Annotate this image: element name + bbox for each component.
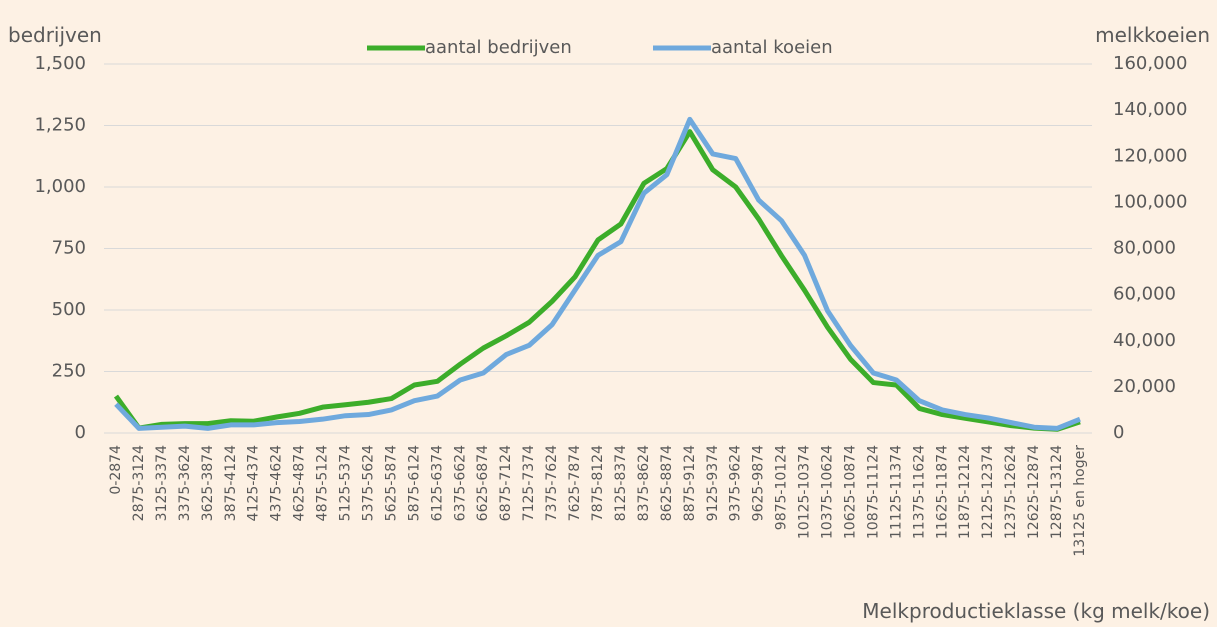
x-tick-label: 9375-9624 <box>728 445 744 521</box>
x-tick-label: 12875-13124 <box>1049 445 1065 539</box>
y-tick-label: 0 <box>75 422 86 443</box>
x-tick-label: 12375-12624 <box>1003 445 1019 539</box>
x-tick-label: 11625-11874 <box>934 445 950 539</box>
x-tick-label: 9625-9874 <box>751 445 767 521</box>
x-tick-label: 7875-8124 <box>590 445 606 521</box>
x-tick-label: 4125-4374 <box>246 445 262 521</box>
y2-tick-label: 120,000 <box>1113 145 1187 166</box>
x-tick-label: 3125-3374 <box>154 445 170 521</box>
x-axis-title: Melkproductieklasse (kg melk/koe) <box>862 599 1210 623</box>
x-tick-label: 8625-8874 <box>659 445 675 521</box>
x-tick-label: 10625-10874 <box>842 445 858 539</box>
y-tick-label: 500 <box>52 299 86 320</box>
x-tick-label: 0-2874 <box>108 445 124 495</box>
x-tick-label: 5625-5874 <box>383 445 399 521</box>
x-tick-label: 9125-9374 <box>705 445 721 521</box>
y2-tick-label: 100,000 <box>1113 191 1187 212</box>
x-tick-label: 6625-6874 <box>475 445 491 521</box>
x-tick-label: 3625-3874 <box>200 445 216 521</box>
x-tick-label: 4625-4874 <box>292 445 308 521</box>
y2-tick-label: 40,000 <box>1113 330 1176 351</box>
x-tick-label: 12125-12374 <box>980 445 996 539</box>
y-tick-label: 1,250 <box>34 115 86 136</box>
y2-axis-title: melkkoeien <box>1095 23 1210 47</box>
x-tick-label: 7125-7374 <box>521 445 537 521</box>
x-tick-label: 6125-6374 <box>429 445 445 521</box>
x-tick-label: 11375-11624 <box>911 445 927 539</box>
y2-tick-label: 60,000 <box>1113 284 1176 305</box>
y2-tick-label: 0 <box>1113 422 1124 443</box>
x-tick-label: 3375-3624 <box>177 445 193 521</box>
x-tick-label: 7625-7874 <box>567 445 583 521</box>
x-tick-label: 2875-3124 <box>131 445 147 521</box>
x-tick-label: 10375-10624 <box>820 445 836 539</box>
x-tick-label: 5375-5624 <box>360 445 376 521</box>
y2-tick-label: 20,000 <box>1113 376 1176 397</box>
y-tick-label: 250 <box>52 361 86 382</box>
x-tick-label: 4875-5124 <box>315 445 331 521</box>
legend-label: aantal bedrijven <box>425 37 572 58</box>
x-tick-label: 9875-10124 <box>774 445 790 530</box>
y-axis-title: bedrijven <box>8 23 102 47</box>
x-tick-label: 4375-4624 <box>269 445 285 521</box>
x-tick-label: 10125-10374 <box>797 445 813 539</box>
x-tick-label: 11875-12124 <box>957 445 973 539</box>
x-tick-label: 6375-6624 <box>452 445 468 521</box>
y2-tick-label: 140,000 <box>1113 99 1187 120</box>
x-tick-label: 13125 en hoger <box>1072 445 1088 557</box>
legend-label: aantal koeien <box>711 37 833 58</box>
x-tick-label: 5875-6124 <box>406 445 422 521</box>
x-tick-label: 12625-12874 <box>1026 445 1042 539</box>
y2-tick-label: 80,000 <box>1113 238 1176 259</box>
x-tick-label: 5125-5374 <box>338 445 354 521</box>
x-tick-label: 3875-4124 <box>223 445 239 521</box>
x-tick-label: 8125-8374 <box>613 445 629 521</box>
y-tick-label: 1,500 <box>34 53 86 74</box>
x-tick-label: 10875-11124 <box>865 445 881 539</box>
x-tick-label: 8875-9124 <box>682 445 698 521</box>
line-series <box>114 116 1081 431</box>
line-series <box>113 129 1081 432</box>
y2-tick-label: 160,000 <box>1113 53 1187 74</box>
x-tick-label: 6875-7124 <box>498 445 514 521</box>
y-tick-label: 750 <box>52 238 86 259</box>
y-tick-label: 1,000 <box>34 176 86 197</box>
x-tick-label: 8375-8624 <box>636 445 652 521</box>
x-tick-label: 7375-7624 <box>544 445 560 521</box>
x-tick-label: 11125-11374 <box>888 445 904 539</box>
